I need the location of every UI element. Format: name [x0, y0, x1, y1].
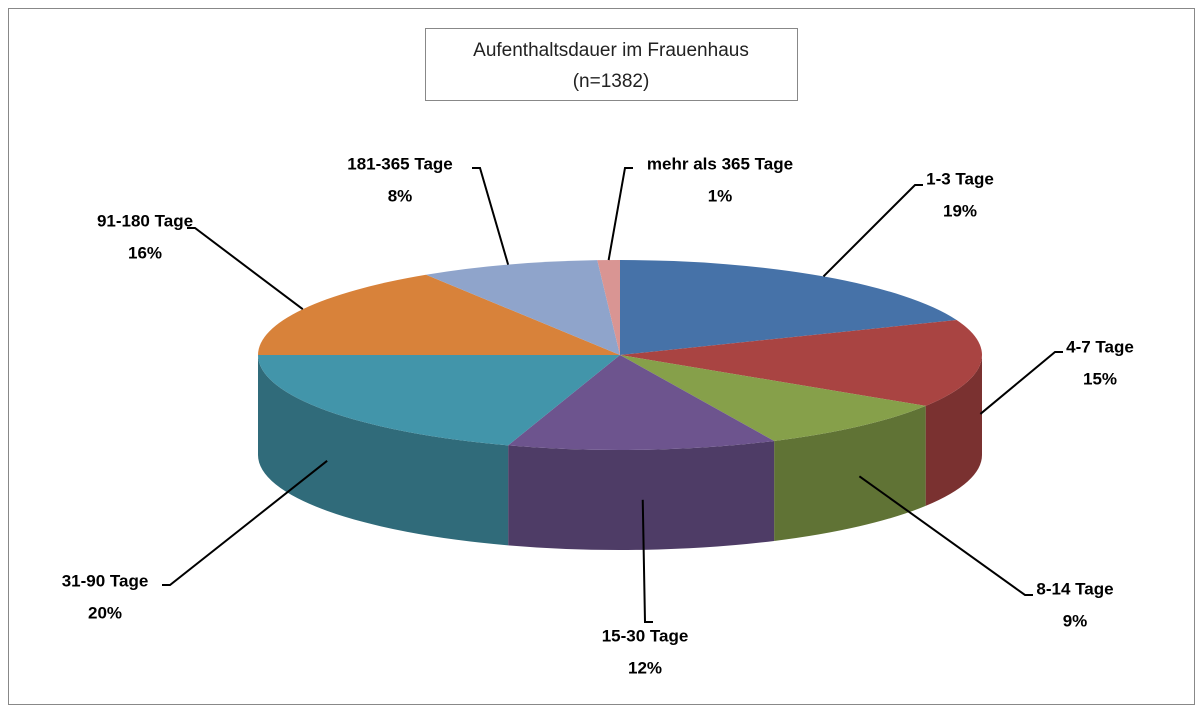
slice-label: 15-30 Tage	[602, 626, 689, 645]
slice-side	[258, 355, 509, 546]
slice-label: 4-7 Tage	[1066, 337, 1134, 356]
slice	[258, 355, 620, 446]
value-label: 8%	[388, 186, 413, 205]
value-label: 16%	[128, 243, 162, 262]
leader-line	[641, 499, 653, 623]
leader-line	[607, 167, 633, 261]
value-label: 20%	[88, 603, 122, 622]
slice	[620, 260, 957, 355]
slice	[508, 355, 775, 450]
slice	[620, 355, 926, 441]
value-label: 9%	[1063, 611, 1088, 630]
value-label: 12%	[628, 658, 662, 677]
value-label: 19%	[943, 201, 977, 220]
leader-line	[979, 351, 1063, 415]
chart-title: Aufenthaltsdauer im Frauenhaus	[473, 40, 749, 61]
slice	[258, 274, 620, 355]
title-box	[425, 28, 798, 101]
slice-label: 8-14 Tage	[1036, 579, 1113, 598]
leader-line	[162, 460, 328, 586]
slice-label: mehr als 365 Tage	[647, 154, 793, 173]
slice-side	[925, 355, 982, 506]
chart-subtitle: (n=1382)	[573, 71, 650, 92]
slice	[597, 260, 620, 355]
slice-side	[508, 440, 775, 550]
slice-label: 1-3 Tage	[926, 169, 994, 188]
slice	[426, 260, 620, 355]
leader-line	[822, 184, 923, 278]
slice-label: 181-365 Tage	[347, 154, 453, 173]
leader-line	[472, 167, 510, 265]
slice	[620, 320, 982, 406]
value-label: 15%	[1083, 369, 1117, 388]
leader-line	[858, 475, 1033, 596]
slice-label: 31-90 Tage	[62, 571, 149, 590]
slice-label: 91-180 Tage	[97, 211, 193, 230]
slice-side	[774, 405, 926, 541]
value-label: 1%	[708, 186, 733, 205]
leader-line	[187, 227, 304, 311]
